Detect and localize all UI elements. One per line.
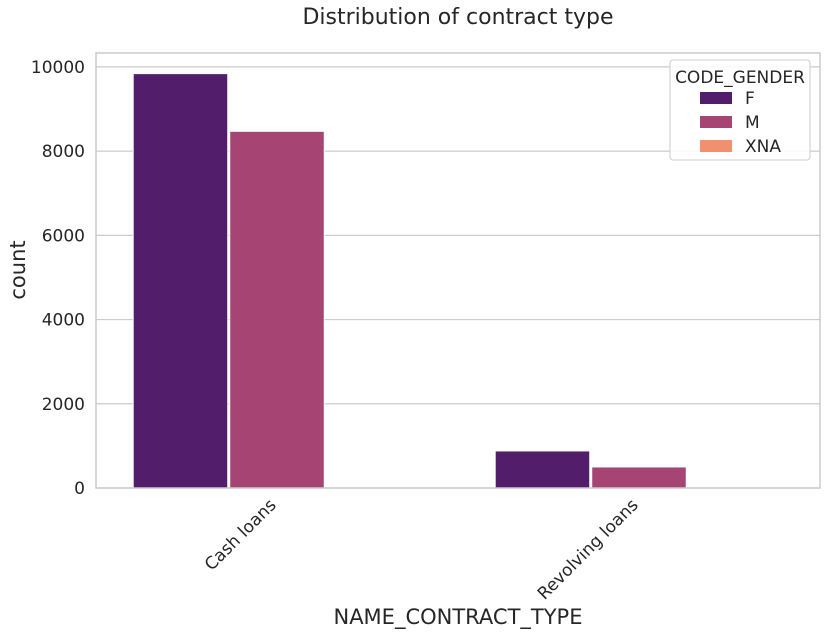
y-tick-label: 10000 [31, 58, 85, 78]
bar-m-0 [229, 130, 325, 489]
x-tick-label: Cash loans [201, 495, 281, 575]
x-axis-title: NAME_CONTRACT_TYPE [333, 605, 582, 630]
legend-title: CODE_GENDER [675, 68, 805, 88]
chart-title: Distribution of contract type [302, 5, 613, 30]
legend-label: M [745, 113, 760, 133]
plot-frame [95, 52, 821, 489]
y-tick-label: 8000 [42, 142, 85, 162]
bar-m-1 [591, 466, 687, 489]
legend-box [669, 59, 811, 161]
legend: CODE_GENDER FM XNA [669, 59, 811, 161]
legend-swatch [700, 92, 732, 104]
x-tick-label: Revolving loans [534, 495, 643, 604]
legend-swatch [700, 140, 732, 152]
y-tick-label: 6000 [42, 226, 85, 246]
bar-f-1 [494, 450, 591, 489]
y-tick-label: 0 [74, 479, 85, 499]
legend-label: XNA [745, 137, 781, 157]
y-tick-label: 4000 [42, 311, 85, 331]
x-tick-labels: Cash loans Revolving loans [201, 495, 643, 604]
y-tick-label: 2000 [42, 395, 85, 415]
legend-swatch [700, 116, 732, 128]
legend-label: F [745, 89, 755, 109]
y-tick-labels: 0 2000 4000 6000 8000 10000 [31, 58, 85, 499]
bar-f-0 [132, 73, 229, 489]
bars [132, 73, 687, 489]
y-axis-title: count [6, 240, 30, 299]
